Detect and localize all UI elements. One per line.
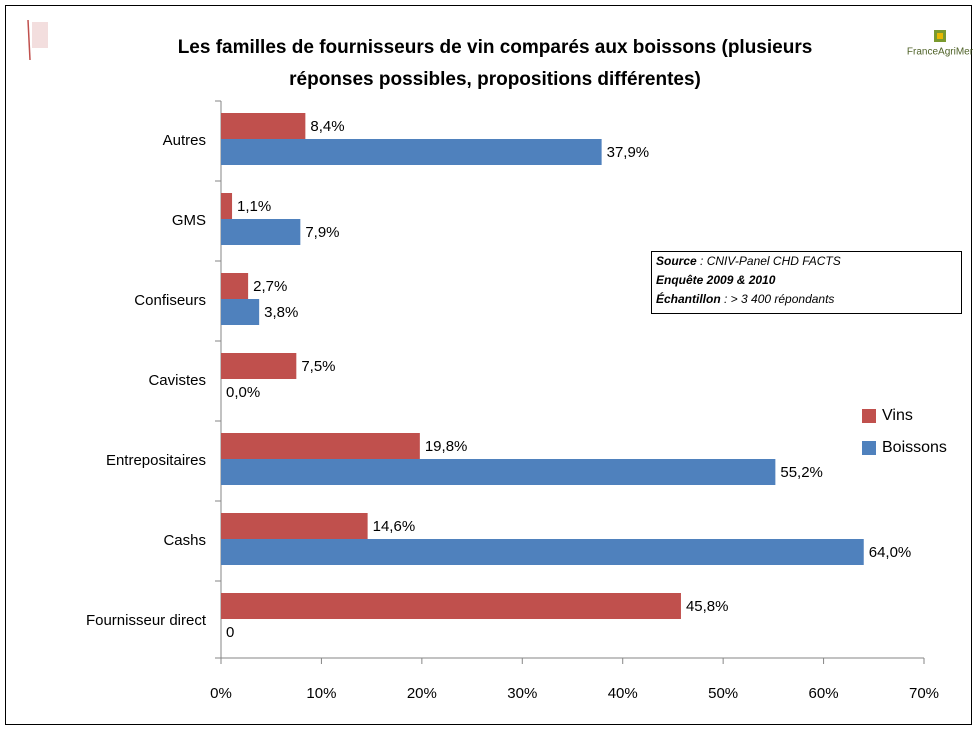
x-tick-label: 20%	[407, 685, 437, 702]
x-tick-label: 10%	[306, 685, 336, 702]
y-tick-label: Fournisseur direct	[86, 612, 207, 629]
logo-right	[934, 30, 946, 42]
bar	[221, 459, 776, 485]
bar	[221, 113, 306, 139]
data-label: 37,9%	[607, 144, 650, 161]
source-box	[651, 251, 962, 314]
data-label: 0,0%	[226, 384, 260, 401]
bar	[221, 593, 681, 619]
logo-left	[27, 19, 48, 61]
bar	[221, 353, 297, 379]
bar	[221, 219, 301, 245]
chart-title: Les familles de fournisseurs de vin comp…	[178, 37, 813, 58]
y-tick-label: GMS	[172, 212, 206, 229]
source-label: Échantillon	[656, 291, 721, 306]
source-label: Enquête 2009 & 2010	[656, 273, 776, 287]
bar	[221, 433, 420, 459]
data-label: 7,5%	[301, 358, 335, 375]
chart-title: réponses possibles, propositions différe…	[289, 69, 701, 90]
y-tick-label: Confiseurs	[134, 292, 206, 309]
source-label: Source	[656, 254, 697, 268]
data-label: 14,6%	[373, 518, 416, 535]
x-tick-label: 0%	[210, 685, 232, 702]
legend-label: Vins	[882, 407, 913, 424]
source-line: Source : CNIV-Panel CHD FACTS	[656, 254, 841, 268]
data-label: 55,2%	[780, 464, 823, 481]
data-label: 8,4%	[310, 118, 344, 135]
legend-swatch	[862, 409, 876, 423]
x-tick-label: 60%	[809, 685, 839, 702]
data-label: 2,7%	[253, 278, 287, 295]
legend-label: Boissons	[882, 439, 947, 456]
data-label: 0	[226, 624, 234, 641]
data-label: 45,8%	[686, 598, 729, 615]
logo-text: FranceAgriMer	[907, 47, 974, 58]
data-label: 19,8%	[425, 438, 468, 455]
source-text: : > 3 400 répondants	[721, 292, 835, 306]
x-tick-label: 50%	[708, 685, 738, 702]
data-label: 64,0%	[869, 544, 912, 561]
y-tick-label: Entrepositaires	[106, 452, 206, 469]
source-line: Échantillon : > 3 400 répondants	[656, 291, 834, 306]
bar	[221, 273, 249, 299]
bar	[221, 193, 233, 219]
x-tick-label: 40%	[608, 685, 638, 702]
bar	[221, 139, 602, 165]
bar	[221, 299, 260, 325]
source-text: : CNIV-Panel CHD FACTS	[697, 254, 841, 268]
x-tick-label: 70%	[909, 685, 939, 702]
data-label: 3,8%	[264, 304, 298, 321]
source-line: Enquête 2009 & 2010	[656, 273, 776, 287]
bar	[221, 539, 864, 565]
data-label: 7,9%	[305, 224, 339, 241]
y-tick-label: Cashs	[163, 532, 206, 549]
y-tick-label: Autres	[163, 132, 206, 149]
legend-swatch	[862, 441, 876, 455]
y-tick-label: Cavistes	[148, 372, 206, 389]
x-tick-label: 30%	[507, 685, 537, 702]
bar	[221, 513, 368, 539]
data-label: 1,1%	[237, 198, 271, 215]
